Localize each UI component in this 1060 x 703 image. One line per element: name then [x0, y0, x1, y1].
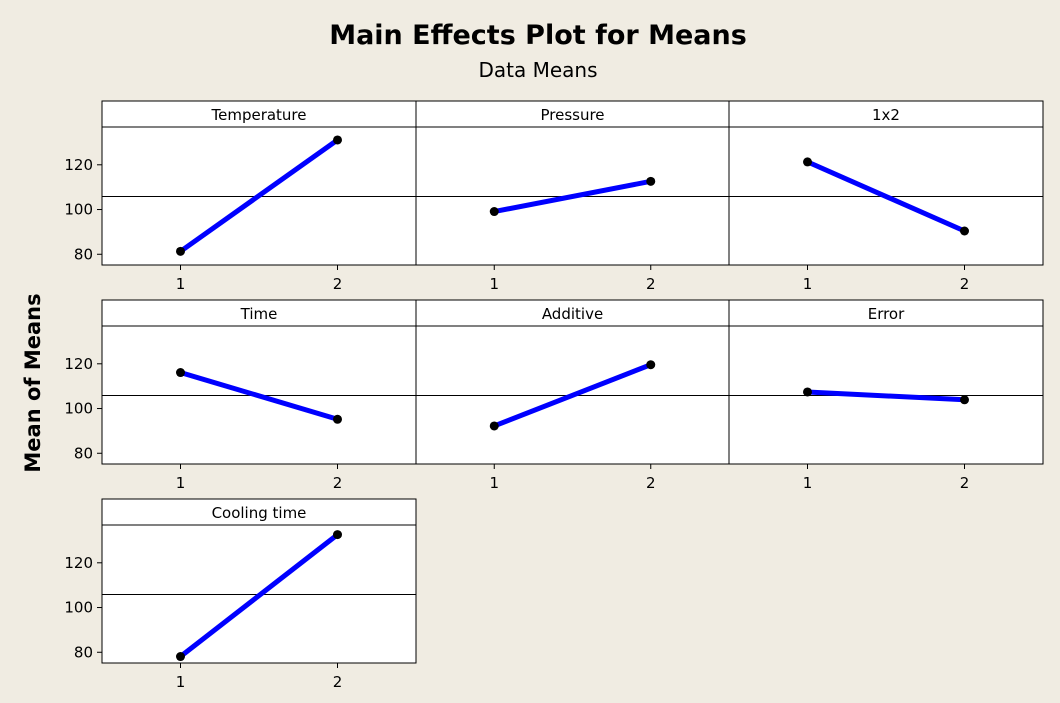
x-tick-label: 2 — [646, 474, 656, 492]
data-point — [333, 530, 342, 540]
panel-1x2: 1x2 1 2 — [728, 100, 1044, 293]
x-tick-label: 1 — [803, 474, 813, 492]
data-point — [489, 421, 499, 431]
y-tick-label: 100 — [64, 201, 93, 219]
series-line — [493, 178, 652, 214]
panel-title: Temperature — [210, 106, 306, 124]
series-line — [179, 137, 339, 254]
series-line — [807, 389, 965, 403]
panel-time: Time 80 100 120 1 2 — [64, 299, 417, 492]
panel-frame — [101, 299, 417, 465]
x-tick-label: 1 — [176, 474, 186, 492]
x-tick-label: 1 — [803, 275, 813, 293]
x-tick-label: 2 — [960, 474, 970, 492]
y-tick-label: 100 — [64, 400, 93, 418]
data-point — [960, 226, 969, 236]
series-line — [179, 370, 339, 422]
panel-frame — [101, 498, 417, 664]
x-tick-label: 1 — [489, 275, 499, 293]
panel-cooling-time: Cooling time 80 100 120 1 2 — [64, 498, 417, 691]
x-tick-label: 2 — [646, 275, 656, 293]
data-point — [646, 176, 656, 186]
data-point — [176, 652, 185, 662]
y-tick-label: 100 — [64, 599, 93, 617]
panel-pressure: Pressure 1 2 — [415, 100, 730, 293]
x-tick-label: 2 — [333, 474, 343, 492]
data-point — [176, 368, 185, 378]
panel-title: Additive — [542, 305, 603, 323]
panel-frame — [415, 100, 730, 266]
y-tick-label: 80 — [74, 444, 93, 462]
panel-title: Cooling time — [212, 504, 307, 522]
y-axis-label: Mean of Means — [21, 293, 45, 472]
data-point — [489, 207, 499, 217]
series-line — [806, 159, 966, 234]
x-tick-label: 2 — [333, 275, 343, 293]
panel-frame — [101, 100, 417, 266]
series-line — [178, 532, 340, 659]
panel-title: Time — [240, 305, 278, 323]
panel-title: Pressure — [540, 106, 604, 124]
data-point — [803, 387, 812, 397]
panel-frame — [415, 299, 730, 465]
data-point — [333, 414, 342, 424]
panel-title: 1x2 — [872, 106, 900, 124]
panel-frame — [728, 100, 1044, 266]
y-tick-label: 80 — [74, 245, 93, 263]
panel-title: Error — [868, 305, 905, 323]
y-tick-label: 120 — [64, 554, 93, 572]
panel-frame — [728, 299, 1044, 465]
data-point — [803, 157, 812, 167]
y-tick-label: 120 — [64, 156, 93, 174]
y-tick-label: 120 — [64, 355, 93, 373]
x-tick-label: 1 — [489, 474, 499, 492]
y-tick-label: 80 — [74, 643, 93, 661]
data-point — [176, 246, 185, 256]
x-tick-label: 2 — [333, 673, 343, 691]
data-point — [646, 360, 656, 370]
series-line — [493, 362, 652, 429]
x-tick-label: 1 — [176, 275, 186, 293]
data-point — [960, 395, 969, 405]
x-tick-label: 1 — [176, 673, 186, 691]
panel-temperature: Temperature 80 100 120 1 2 — [64, 100, 417, 293]
panel-additive: Additive 1 2 — [415, 299, 730, 492]
chart-title: Main Effects Plot for Means — [329, 20, 747, 51]
panel-error: Error 1 2 — [728, 299, 1044, 492]
x-tick-label: 2 — [960, 275, 970, 293]
data-point — [333, 135, 342, 145]
chart-subtitle: Data Means — [478, 58, 597, 82]
